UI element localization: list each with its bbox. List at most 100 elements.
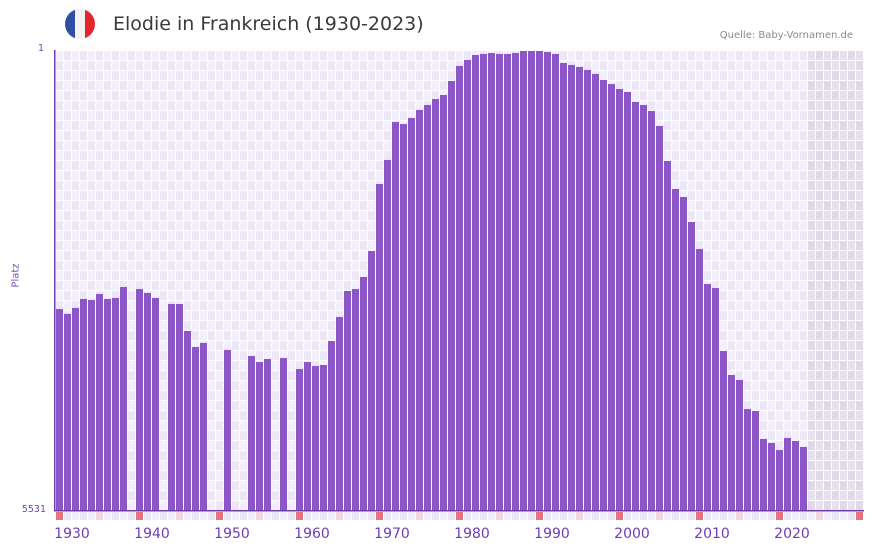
- bar-1972: [392, 122, 399, 510]
- bar-2004: [648, 110, 655, 511]
- bar-2007: [672, 188, 679, 511]
- bar-1974: [408, 117, 415, 511]
- bar-1983: [480, 53, 487, 510]
- bar-1981: [464, 59, 471, 510]
- bar-1995: [576, 66, 583, 510]
- bar-1984: [488, 52, 495, 511]
- decade-marker-2000: [616, 512, 623, 520]
- y-tick-bottom: 5531: [21, 504, 46, 515]
- bar-1945: [176, 303, 183, 510]
- bar-1946: [184, 330, 191, 510]
- bar-1989: [528, 50, 535, 510]
- decade-marker-2030: [856, 512, 863, 520]
- decade-marker-2020: [776, 512, 783, 520]
- bar-1977: [432, 98, 439, 511]
- bar-1998: [600, 80, 607, 510]
- bar-1962: [312, 366, 319, 510]
- bar-2003: [640, 104, 647, 510]
- bar-1970: [376, 184, 383, 510]
- bar-1964: [328, 340, 335, 510]
- bar-1982: [472, 54, 479, 510]
- bar-2012: [712, 287, 719, 510]
- bar-2022: [792, 440, 799, 510]
- bar-2001: [624, 92, 631, 510]
- x-tick-1960: 1960: [294, 526, 330, 542]
- bar-2014: [728, 374, 735, 510]
- bar-2018: [760, 438, 767, 510]
- decade-marker-1960: [296, 512, 303, 520]
- bar-2020: [776, 450, 783, 510]
- bar-1931: [64, 313, 71, 510]
- bar-1938: [120, 286, 127, 510]
- bar-2002: [632, 101, 639, 511]
- bar-2010: [696, 248, 703, 510]
- bar-1954: [248, 356, 255, 510]
- bar-2023: [800, 446, 807, 510]
- bar-1996: [584, 69, 591, 510]
- source-credit: Quelle: Baby-Vornamen.de: [719, 30, 853, 41]
- bar-1980: [456, 65, 463, 510]
- bar-1969: [368, 250, 375, 511]
- bar-2008: [680, 196, 687, 511]
- bar-1994: [568, 64, 575, 511]
- bar-1975: [416, 109, 423, 511]
- flag-red-stripe: [85, 9, 95, 39]
- x-tick-1970: 1970: [374, 526, 410, 542]
- bar-1934: [88, 299, 95, 510]
- bar-2021: [784, 437, 791, 510]
- bar-1930: [56, 309, 63, 510]
- bar-1935: [96, 293, 103, 510]
- bar-1993: [560, 62, 567, 510]
- bar-1967: [352, 288, 359, 510]
- bar-1944: [168, 303, 175, 510]
- decade-marker-2010: [696, 512, 703, 520]
- x-tick-2020: 2020: [774, 526, 810, 542]
- bar-1958: [280, 358, 287, 510]
- bar-2009: [688, 222, 695, 510]
- bar-1968: [360, 277, 367, 510]
- x-tick-2010: 2010: [694, 526, 730, 542]
- flag-white-stripe: [75, 9, 85, 39]
- bar-1963: [320, 365, 327, 510]
- bar-1973: [400, 124, 407, 511]
- bar-2017: [752, 411, 759, 510]
- bar-2011: [704, 283, 711, 510]
- bar-1960: [296, 369, 303, 510]
- bar-2000: [616, 89, 623, 510]
- bar-1976: [424, 104, 431, 510]
- y-axis-line: [54, 50, 56, 511]
- x-tick-1940: 1940: [134, 526, 170, 542]
- x-axis-line: [54, 510, 864, 512]
- bar-1979: [448, 81, 455, 510]
- x-tick-1930: 1930: [54, 526, 90, 542]
- bar-1933: [80, 298, 87, 510]
- bar-1932: [72, 307, 79, 510]
- chart-title: Elodie in Frankreich (1930-2023): [113, 13, 424, 35]
- bar-1997: [592, 73, 599, 510]
- bar-1965: [336, 317, 343, 510]
- bar-1942: [152, 297, 159, 510]
- bar-1985: [496, 53, 503, 510]
- decade-marker-1970: [376, 512, 383, 520]
- x-tick-1990: 1990: [534, 526, 570, 542]
- bar-1966: [344, 290, 351, 510]
- bar-2013: [720, 350, 727, 510]
- bar-1992: [552, 53, 559, 510]
- x-tick-2000: 2000: [614, 526, 650, 542]
- bar-1956: [264, 359, 271, 510]
- x-tick-1980: 1980: [454, 526, 490, 542]
- flag-blue-stripe: [65, 9, 75, 39]
- bar-1978: [440, 95, 447, 511]
- bar-1936: [104, 298, 111, 510]
- bar-2006: [664, 160, 671, 510]
- bar-1948: [200, 342, 207, 510]
- decade-marker-1990: [536, 512, 543, 520]
- bar-1986: [504, 53, 511, 510]
- bar-1999: [608, 84, 615, 510]
- france-flag-icon: [65, 9, 95, 39]
- bar-1937: [112, 297, 119, 510]
- bar-2015: [736, 379, 743, 510]
- bar-2005: [656, 126, 663, 510]
- bar-1940: [136, 288, 143, 510]
